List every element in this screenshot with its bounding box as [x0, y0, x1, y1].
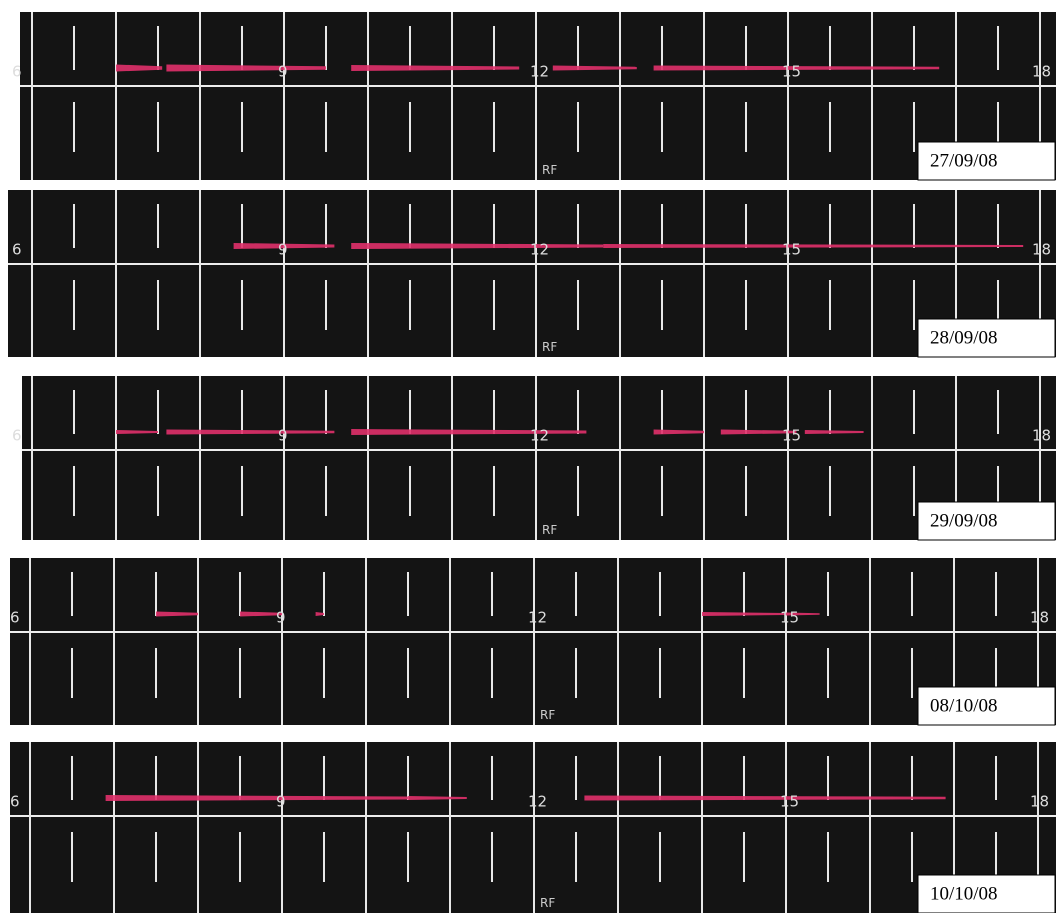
card-mark: RF	[540, 708, 555, 722]
hour-label: 15	[782, 241, 801, 259]
date-label: 10/10/08	[930, 883, 998, 904]
card-mark: RF	[542, 163, 557, 177]
hour-label: 12	[528, 609, 547, 627]
date-label: 27/09/08	[930, 150, 998, 171]
date-label: 08/10/08	[930, 695, 998, 716]
hour-label: 15	[782, 63, 801, 81]
card-mark: RF	[542, 340, 557, 354]
hour-label: 15	[780, 793, 799, 811]
hour-label: 18	[1032, 241, 1051, 259]
hour-label: 18	[1032, 63, 1051, 81]
hour-label: 6	[10, 793, 20, 811]
hour-label: 18	[1032, 427, 1051, 445]
hour-label: 6	[10, 609, 20, 627]
hour-label: 18	[1030, 793, 1049, 811]
card-mark: RF	[540, 896, 555, 910]
hour-label: 6	[12, 63, 22, 81]
card-background	[8, 190, 1056, 357]
hour-label: 9	[278, 63, 288, 81]
hour-label: 9	[276, 793, 286, 811]
hour-label: 18	[1030, 609, 1049, 627]
card-background	[22, 376, 1056, 540]
hour-label: 12	[530, 63, 549, 81]
card: 6 9 12 15 18 RF 10/10/08	[10, 742, 1056, 913]
card-mark: RF	[542, 523, 557, 537]
hour-label: 6	[12, 241, 22, 259]
hour-label: 9	[278, 427, 288, 445]
card: 6 9 12 15 18 RF 08/10/08	[10, 558, 1056, 725]
hour-label: 12	[528, 793, 547, 811]
sunshine-cards: 6 9 12 15 18 RF 27/09/08 6 9 12 15 18 RF 28/09/08 6 9 12…	[0, 0, 1056, 913]
hour-label: 9	[278, 241, 288, 259]
card: 6 9 12 15 18 RF 28/09/08	[8, 190, 1056, 357]
hour-label: 12	[530, 241, 549, 259]
card: 6 9 12 15 18 RF 27/09/08	[12, 12, 1056, 180]
hour-label: 12	[530, 427, 549, 445]
hour-label: 6	[12, 427, 22, 445]
hour-label: 15	[782, 427, 801, 445]
card-background	[20, 12, 1056, 180]
hour-label: 15	[780, 609, 799, 627]
date-label: 28/09/08	[930, 327, 998, 348]
card: 6 9 12 15 18 RF 29/09/08	[12, 376, 1056, 540]
hour-label: 9	[276, 609, 286, 627]
date-label: 29/09/08	[930, 510, 998, 531]
